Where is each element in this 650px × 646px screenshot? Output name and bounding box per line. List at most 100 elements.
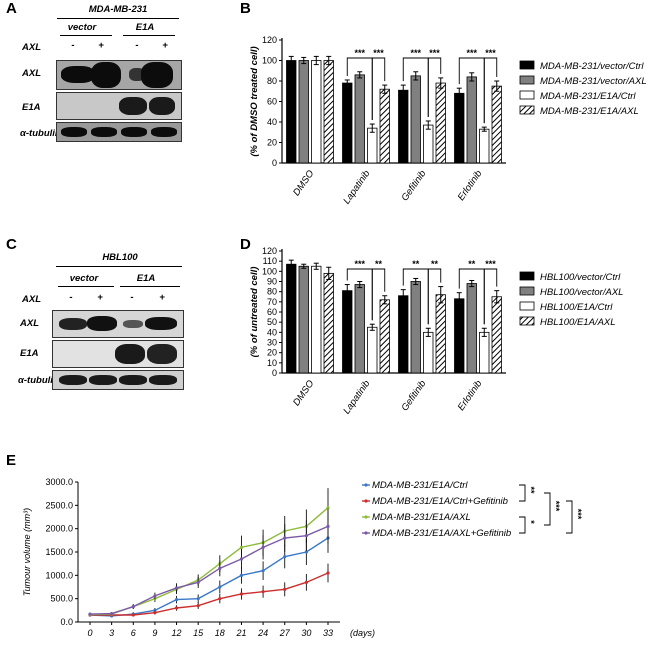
legend-swatch [519,75,535,85]
data-point [196,604,200,608]
blot-row-label: α-tubulin [20,128,61,139]
data-point [261,545,265,549]
blot-axl-label: AXL [22,42,41,53]
data-point [174,598,179,602]
significance-label: *** [485,259,496,269]
significance-label: ** [468,259,476,269]
data-point [153,611,157,615]
blot-row-label: E1A [20,348,39,359]
blot-title-rule [56,266,182,267]
legend-marker [364,531,368,535]
bar [466,76,477,164]
significance-label: *** [573,509,583,520]
significance-bracket [427,57,442,117]
blot-band [91,62,121,88]
blot-band [59,375,87,385]
x-tick-label: 0 [87,628,92,638]
x-tick-label: 3 [109,628,114,638]
data-point [326,506,330,510]
legend-swatch [519,60,535,70]
bar [410,75,421,164]
significance-label: *** [354,48,365,58]
data-point [261,569,265,573]
x-tick-label: Gefitinib [399,378,428,413]
blot-band [115,344,145,364]
blot-strip-axl [56,60,182,90]
legend-label: MDA-MB-231/vector/Ctrl [540,61,644,72]
blot-band [147,344,177,364]
blot-group-rule [58,286,114,287]
bar [323,272,334,374]
blot-band [87,316,117,331]
data-point [174,586,179,590]
legend-label: HBL100/E1A/AXL [540,317,616,328]
significance-label: *** [354,259,365,269]
blot-band [141,62,173,88]
blot-band [121,127,147,137]
bar-chart-d: Cell viability(% of untreated cell) 01020… [250,246,623,414]
significance-label: *** [551,501,561,512]
blot-sign: + [159,292,165,303]
legend-label: HBL100/E1A/Ctrl [540,302,613,313]
y-tick-label: 80 [267,287,277,297]
significance-label: *** [466,48,477,58]
y-tick-label: 70 [267,297,277,307]
legend-label: MDA-MB-231/E1A/AXL+Gefitinib [372,528,511,539]
legend-label: MDA-MB-231/E1A/AXL [372,512,471,523]
bar [454,92,465,164]
x-axis-unit: (days) [350,628,375,638]
y-tick-label: 90 [267,277,277,287]
y-tick-label: 110 [263,256,277,266]
y-tick-label: 0 [272,158,277,168]
blot-title: MDA-MB-231 [88,4,148,15]
y-tick-label: 20 [267,138,277,148]
panel-letter-e: E [6,452,17,469]
series-line [89,525,329,615]
blot-strip-axl [52,310,184,338]
bar [479,128,490,164]
blot-strip-tubulin [52,370,184,390]
x-tick-label: Gefitinib [399,168,428,203]
bar [311,265,322,374]
bar [454,298,465,374]
data-point [110,612,114,616]
data-point [283,536,287,540]
bar [367,326,378,374]
data-point [326,524,330,528]
x-tick-label: 18 [215,628,225,638]
significance-label: *** [410,48,421,58]
significance-bracket [544,492,551,526]
panel-letter-d: D [240,236,251,253]
x-tick-label: 6 [131,628,136,638]
bar [410,281,421,374]
data-point [283,587,287,591]
y-tick-label: 2500.0 [45,500,73,510]
bar [435,82,446,164]
legend-marker [364,515,368,519]
data-point [131,613,135,617]
bar [423,331,434,374]
data-point [153,608,157,612]
data-point [196,597,200,601]
significance-bracket [519,484,526,502]
legend-label: MDA-MB-231/vector/AXL [540,76,646,87]
y-tick-label: 20 [267,348,277,358]
y-axis-label: Tumour volume (mm³) [22,508,32,596]
data-point [196,580,200,584]
bar [379,299,390,374]
x-tick-label: 33 [323,628,333,638]
bar [379,88,390,164]
bar-chart-b: Cell viability(% of DMSO treated cell) 0 2… [250,35,646,206]
blot-title: HBL100 [102,252,138,263]
significance-label: *** [485,48,496,58]
legend-swatch [519,105,535,115]
bar [354,74,365,164]
y-tick-label: 0.0 [60,617,73,627]
x-tick-label: Erlotinib [456,168,485,202]
data-point [283,555,287,559]
bar [466,283,477,374]
blot-sign: - [135,40,139,51]
blot-band [145,317,177,330]
blot-sign: - [130,292,134,303]
data-point [174,606,179,610]
